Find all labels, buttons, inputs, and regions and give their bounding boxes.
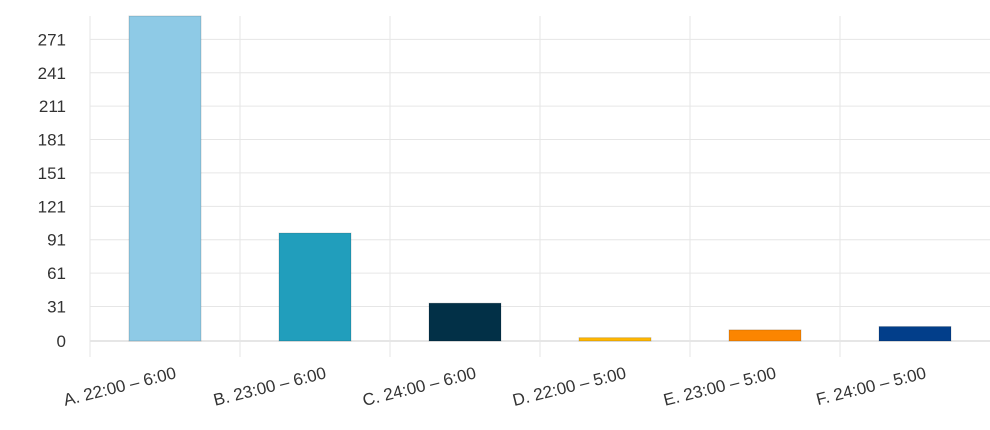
x-tick-label: D. 22:00 – 5:00 bbox=[511, 363, 628, 410]
bar bbox=[878, 326, 952, 342]
bar bbox=[728, 329, 802, 342]
x-tick-label: E. 23:00 – 5:00 bbox=[661, 363, 777, 409]
y-tick-label: 91 bbox=[47, 231, 66, 250]
y-tick-label: 0 bbox=[57, 332, 66, 351]
bar bbox=[578, 337, 652, 342]
y-axis: 0 31 61 91 121 151 181 211 241 271 bbox=[38, 30, 66, 351]
y-tick-label: 241 bbox=[38, 64, 66, 83]
x-tick-label: A. 22:00 – 6:00 bbox=[61, 363, 177, 409]
y-tick-label: 61 bbox=[47, 264, 66, 283]
y-tick-label: 31 bbox=[47, 297, 66, 316]
x-tick-label: B. 23:00 – 6:00 bbox=[211, 363, 327, 409]
y-tick-label: 271 bbox=[38, 30, 66, 49]
y-tick-label: 211 bbox=[39, 97, 66, 116]
y-tick-label: 151 bbox=[38, 164, 66, 183]
x-tick-label: F. 24:00 – 5:00 bbox=[814, 363, 928, 409]
x-axis: A. 22:00 – 6:00 B. 23:00 – 6:00 C. 24:00 –… bbox=[61, 363, 927, 410]
bar bbox=[428, 302, 502, 342]
bar bbox=[278, 232, 352, 342]
grid-lines bbox=[89, 16, 990, 357]
y-tick-label: 121 bbox=[38, 197, 66, 216]
bar bbox=[128, 15, 202, 342]
x-tick-label: C. 24:00 – 6:00 bbox=[361, 363, 478, 410]
bars bbox=[128, 15, 952, 342]
y-tick-label: 181 bbox=[38, 131, 66, 150]
